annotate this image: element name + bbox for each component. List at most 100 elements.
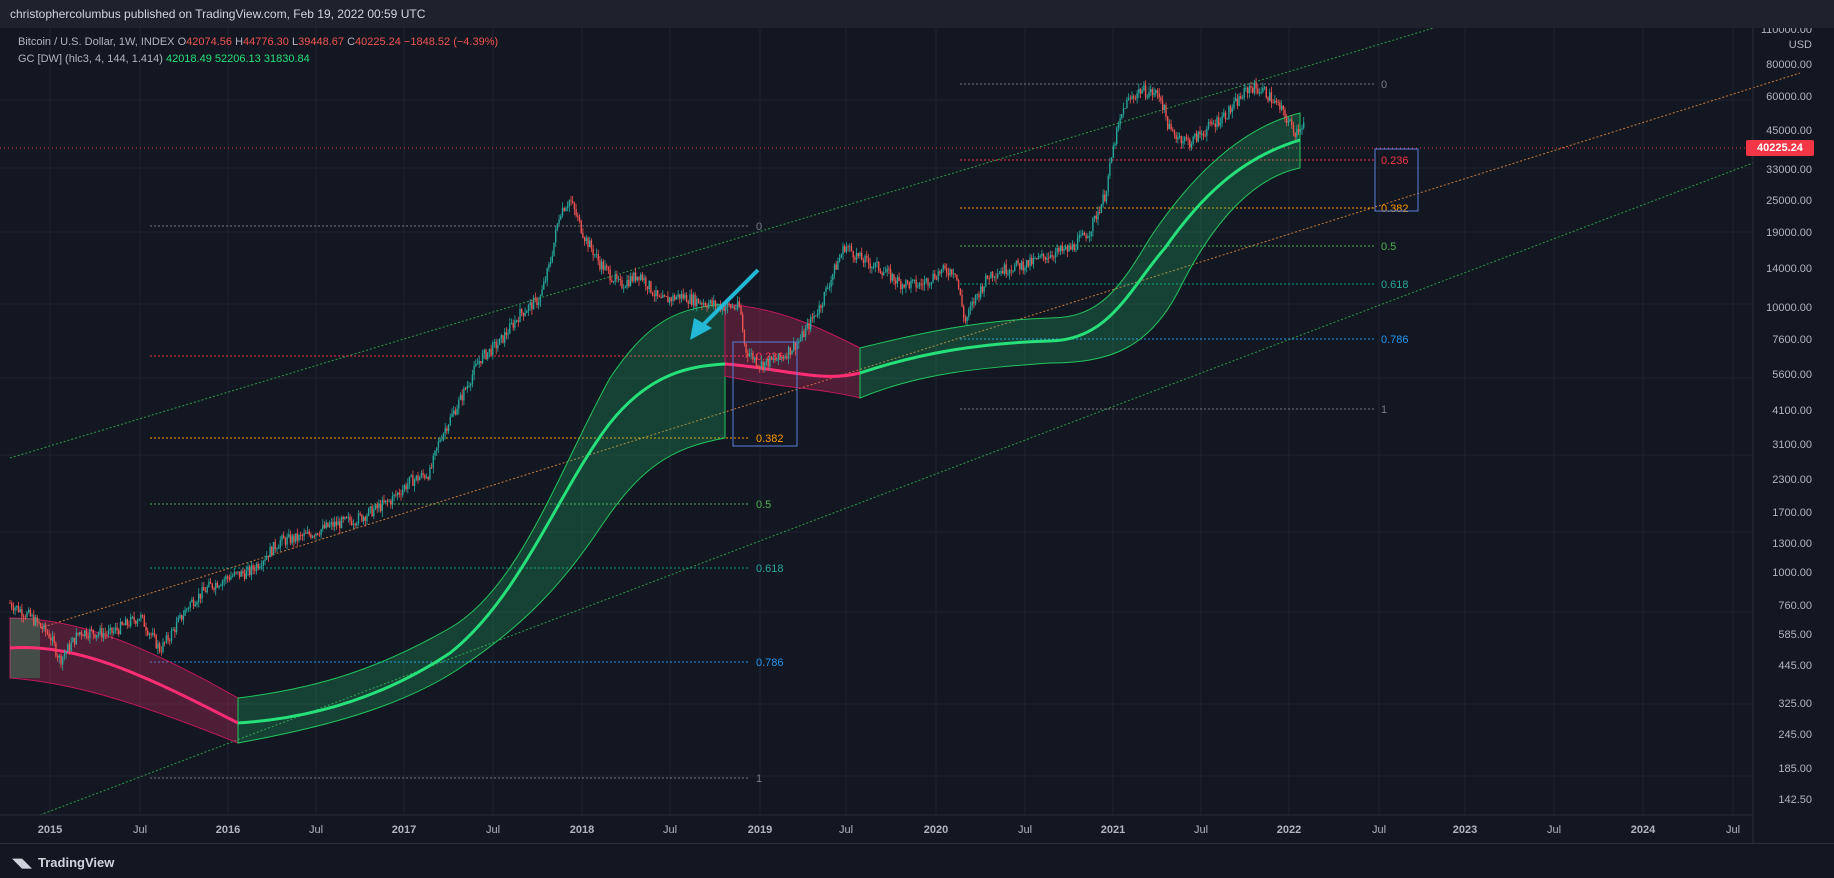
candle-body bbox=[526, 311, 528, 313]
candle-body bbox=[619, 278, 621, 281]
candle-body bbox=[638, 276, 640, 280]
candle-body bbox=[199, 593, 202, 599]
candle-body bbox=[315, 533, 317, 537]
candle-body bbox=[747, 352, 749, 357]
candle-body bbox=[1280, 105, 1283, 110]
candle-body bbox=[551, 255, 553, 262]
indicator-name[interactable]: GC [DW] (hlc3, 4, 144, 1.414) bbox=[18, 53, 163, 65]
candle-body bbox=[232, 575, 234, 577]
candle-body bbox=[570, 200, 572, 202]
fib-retracement-2021[interactable] bbox=[960, 83, 1375, 410]
candle-body bbox=[830, 279, 832, 287]
candlestick-series[interactable] bbox=[9, 77, 1305, 671]
price-chart[interactable]: 0 0.236 0.382 0.5 0.618 0.786 1 0 0.236 … bbox=[0, 28, 1834, 844]
candle-body bbox=[211, 583, 213, 589]
candle-body bbox=[565, 208, 567, 212]
price-axis[interactable]: 110000.00 80000.00 60000.00 45000.00 330… bbox=[1761, 28, 1812, 806]
candle-body bbox=[1116, 128, 1118, 145]
candle-body bbox=[1207, 122, 1210, 129]
candle-body bbox=[692, 294, 695, 305]
candle-body bbox=[585, 237, 587, 242]
candle-body bbox=[345, 516, 348, 518]
grid bbox=[0, 28, 1753, 815]
candle-body bbox=[1279, 102, 1281, 110]
candle-body bbox=[1141, 90, 1143, 94]
candle-body bbox=[230, 576, 232, 580]
candle-body bbox=[432, 455, 434, 468]
candle-body bbox=[679, 294, 681, 299]
candle-body bbox=[169, 640, 171, 642]
candle-body bbox=[408, 476, 411, 484]
candle-body bbox=[549, 261, 552, 265]
fib2021-level-382: 0.382 bbox=[1381, 203, 1409, 215]
candle-body bbox=[1155, 90, 1157, 94]
candle-body bbox=[803, 331, 805, 338]
candle-body bbox=[725, 307, 727, 311]
candle-body bbox=[478, 360, 480, 364]
indicator-row[interactable]: GC [DW] (hlc3, 4, 144, 1.414) 42018.49 5… bbox=[18, 51, 498, 68]
candle-body bbox=[356, 523, 358, 526]
candle-body bbox=[417, 475, 419, 481]
annotation-box-2022[interactable] bbox=[1374, 148, 1419, 212]
tradingview-brand[interactable]: ◥◣ TradingView bbox=[12, 855, 114, 871]
candle-body bbox=[682, 293, 684, 299]
candle-body bbox=[723, 305, 725, 311]
regression-channel[interactable] bbox=[9, 28, 1801, 816]
candle-body bbox=[1058, 247, 1060, 252]
candle-body bbox=[262, 561, 264, 566]
fib-retracement-2018[interactable] bbox=[150, 225, 750, 779]
time-label: Jul bbox=[486, 824, 500, 836]
fib2018-level-618: 0.618 bbox=[756, 563, 784, 575]
candle-body bbox=[1036, 258, 1038, 259]
fib2018-level-1: 1 bbox=[756, 773, 762, 785]
candle-body bbox=[1233, 101, 1235, 109]
candle-body bbox=[1252, 87, 1254, 93]
candle-body bbox=[665, 296, 667, 298]
candle-body bbox=[119, 621, 122, 634]
annotation-box-2019[interactable] bbox=[732, 341, 798, 447]
candle-body bbox=[208, 581, 210, 588]
cyan-arrow-icon[interactable] bbox=[690, 268, 760, 340]
gaussian-channel[interactable] bbox=[9, 112, 1301, 744]
candle-body bbox=[22, 616, 25, 618]
candle-body bbox=[390, 500, 392, 505]
candle-body bbox=[1010, 270, 1012, 272]
candle-body bbox=[226, 576, 229, 578]
candle-body bbox=[1296, 128, 1298, 137]
candle-body bbox=[602, 261, 604, 270]
candle-body bbox=[218, 585, 220, 588]
time-axis[interactable]: 2015 Jul 2016 Jul 2017 Jul 2018 Jul 2019… bbox=[38, 824, 1740, 836]
fib2018-level-786: 0.786 bbox=[756, 657, 784, 669]
candle-body bbox=[1099, 212, 1101, 213]
candle-body bbox=[1037, 255, 1040, 259]
price-tick: 5600.00 bbox=[1772, 369, 1812, 381]
symbol-name[interactable]: Bitcoin / U.S. Dollar, 1W, INDEX bbox=[18, 36, 175, 48]
candle-body bbox=[1061, 246, 1063, 251]
candle-body bbox=[527, 305, 530, 312]
candle-body bbox=[878, 261, 880, 271]
candle-body bbox=[521, 309, 523, 313]
candle-body bbox=[590, 240, 593, 249]
symbol-row[interactable]: Bitcoin / U.S. Dollar, 1W, INDEX O42074.… bbox=[18, 34, 498, 51]
candle-body bbox=[73, 637, 76, 645]
candle-body bbox=[454, 410, 457, 415]
time-label: 2024 bbox=[1631, 824, 1656, 836]
candle-body bbox=[124, 619, 127, 626]
candle-body bbox=[58, 655, 60, 658]
time-label: Jul bbox=[839, 824, 853, 836]
candle-body bbox=[762, 361, 764, 370]
candle-body bbox=[468, 385, 470, 387]
candle-body bbox=[957, 280, 960, 289]
candle-body bbox=[476, 363, 479, 365]
candle-body bbox=[1068, 246, 1070, 252]
candle-body bbox=[640, 274, 642, 280]
candle-body bbox=[90, 629, 93, 631]
fib2021-level-1: 1 bbox=[1381, 404, 1387, 416]
candle-body bbox=[186, 608, 188, 610]
candle-body bbox=[529, 302, 531, 306]
candle-body bbox=[79, 632, 81, 635]
candle-body bbox=[402, 489, 404, 496]
candle-body bbox=[675, 296, 678, 300]
candle-body bbox=[96, 635, 98, 638]
candle-body bbox=[361, 514, 363, 522]
